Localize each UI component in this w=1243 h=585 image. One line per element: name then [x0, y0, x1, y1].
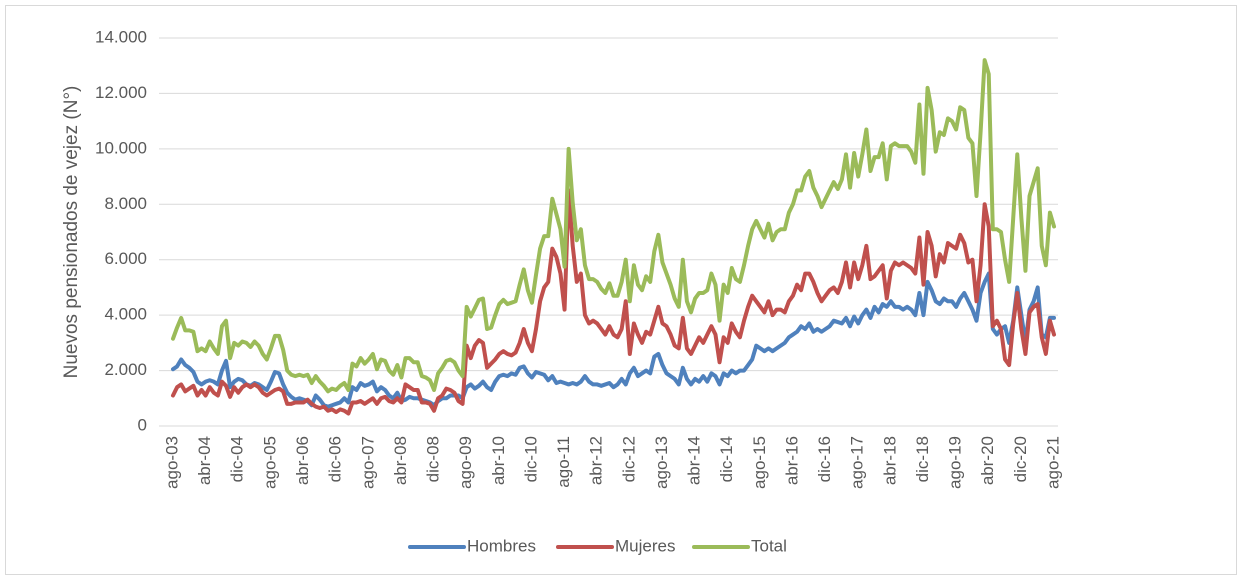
y-tick-label: 0	[138, 415, 147, 434]
y-tick-label: 10.000	[95, 138, 147, 157]
y-tick-label: 2.000	[104, 360, 147, 379]
y-axis-title: Nuevos pensionados de vejez (N°)	[61, 86, 82, 379]
x-tick-label: abr-08	[391, 436, 410, 485]
x-tick-label: abr-10	[489, 436, 508, 485]
x-tick-label: abr-18	[880, 436, 899, 485]
x-tick-label: ago-17	[848, 436, 867, 489]
y-tick-label: 6.000	[104, 249, 147, 268]
x-tick-label: ago-05	[260, 436, 279, 489]
x-tick-label: dic-18	[913, 436, 932, 482]
x-tick-label: dic-16	[815, 436, 834, 482]
x-tick-label: dic-20	[1011, 436, 1030, 482]
x-tick-label: dic-08	[424, 436, 443, 482]
x-tick-label: abr-04	[195, 436, 214, 485]
y-tick-label: 14.000	[95, 27, 147, 46]
x-tick-label: ago-07	[358, 436, 377, 489]
x-tick-label: ago-21	[1043, 436, 1062, 489]
legend-label: Mujeres	[615, 536, 675, 555]
x-tick-label: dic-10	[521, 436, 540, 482]
x-tick-label: abr-14	[685, 436, 704, 485]
series-line	[171, 188, 1056, 416]
x-tick-label: ago-15	[750, 436, 769, 489]
x-tick-label: abr-20	[978, 436, 997, 485]
x-tick-label: abr-12	[587, 436, 606, 485]
legend-label: Hombres	[467, 536, 536, 555]
x-tick-label: abr-06	[293, 436, 312, 485]
x-tick-label: ago-09	[456, 436, 475, 489]
legend-label: Total	[751, 536, 787, 555]
x-tick-label: ago-13	[652, 436, 671, 489]
series-line	[171, 271, 1056, 409]
x-tick-label: ago-11	[554, 436, 573, 488]
x-tick-label: dic-04	[228, 436, 247, 482]
x-tick-label: abr-16	[782, 436, 801, 485]
x-tick-label: ago-19	[946, 436, 965, 489]
x-tick-label: dic-12	[619, 436, 638, 482]
y-tick-label: 12.000	[95, 83, 147, 102]
x-tick-label: dic-06	[326, 436, 345, 482]
series-line	[171, 58, 1056, 394]
y-tick-label: 4.000	[104, 305, 147, 324]
y-tick-label: 8.000	[104, 194, 147, 213]
x-tick-label: ago-03	[162, 436, 181, 489]
x-tick-label: dic-14	[717, 436, 736, 482]
